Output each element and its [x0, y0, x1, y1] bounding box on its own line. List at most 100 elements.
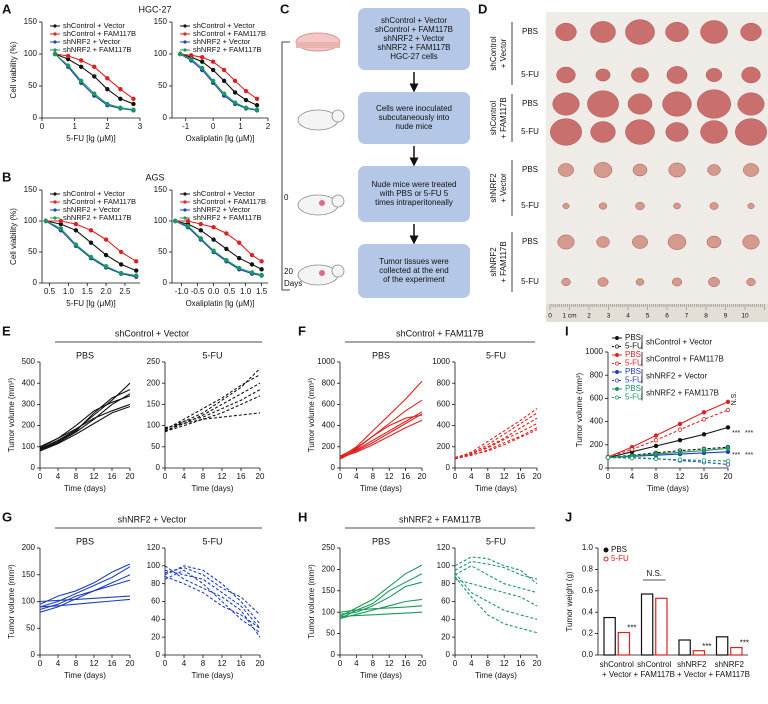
- y-tick-label: 80: [441, 579, 450, 588]
- legend-marker: [615, 378, 619, 383]
- x-tick-label: 0: [38, 659, 43, 668]
- ruler-label: 9: [724, 313, 728, 320]
- panel-label: J: [565, 509, 572, 524]
- y-tick-label: 100: [154, 216, 168, 225]
- legend-group: shNRF2 + FAM117B: [646, 388, 719, 397]
- data-point: [221, 67, 227, 73]
- legend-marker: [183, 40, 187, 44]
- data-point: [701, 417, 707, 422]
- legend-label: shNRF2 + Vector: [193, 37, 251, 46]
- y-tick-label: 0: [31, 650, 36, 659]
- tumor: [706, 235, 722, 249]
- x-tick-label: 8: [486, 472, 491, 481]
- x-axis-title: Time (days): [360, 671, 402, 680]
- y-tick-label: 300: [22, 400, 36, 409]
- x-tick-label: 20: [126, 472, 135, 481]
- series-line: [339, 419, 423, 458]
- data-point: [103, 237, 109, 242]
- x-tick-label: 2.0: [101, 287, 113, 296]
- data-point: [188, 56, 194, 62]
- tumor: [590, 121, 616, 143]
- x-tick-label: 3: [138, 122, 143, 131]
- tumor: [561, 278, 571, 286]
- y-tick-label: 1000: [585, 347, 603, 356]
- series-line: [39, 566, 131, 608]
- y-axis-title: Tumor volume (mm³): [7, 377, 16, 452]
- series-line: [39, 579, 131, 613]
- y-tick-label: 60: [151, 597, 160, 606]
- y-tick-label: 50: [158, 247, 167, 256]
- data-point: [78, 58, 84, 63]
- panel-label: I: [565, 323, 569, 338]
- data-point: [73, 221, 79, 227]
- x-tick-label: 8: [201, 472, 206, 481]
- data-point: [92, 64, 97, 69]
- y-tick-label: 0: [31, 463, 36, 472]
- x-axis-title: Time (days): [192, 484, 234, 493]
- x-tick-label: 12: [500, 472, 509, 481]
- legend-label: shNRF2 + FAM117B: [63, 45, 131, 54]
- bar: [617, 631, 631, 656]
- legend-label: PBS: [625, 333, 641, 342]
- y-tick-label: 1.0: [582, 543, 594, 552]
- x-axis-title: Oxaliplatin [lg (μM)]: [185, 134, 254, 143]
- tumor: [587, 90, 619, 118]
- series-line: [454, 417, 538, 460]
- subtitle: 5-FU: [486, 350, 506, 360]
- y-tick-label: 0: [331, 650, 336, 659]
- x-tick-label: 0: [453, 659, 458, 668]
- tumor: [707, 164, 721, 176]
- group-label: shControl: [489, 101, 498, 135]
- legend-marker: [183, 208, 187, 212]
- tumor: [743, 163, 759, 177]
- series-line: [454, 408, 538, 460]
- ruler-label: 7: [685, 313, 689, 320]
- treatment-label: 5-FU: [521, 127, 539, 136]
- data-point: [198, 228, 203, 233]
- x-tick-label: -1.0: [175, 287, 189, 296]
- y-tick-label: 400: [22, 378, 36, 387]
- x-tick-label: 12: [385, 472, 394, 481]
- data-point: [677, 427, 683, 432]
- group-label: shNRF2: [489, 173, 498, 203]
- x-axis-title: Time (days): [360, 484, 402, 493]
- data-point: [653, 451, 659, 457]
- data-point: [243, 105, 249, 110]
- annotation: ***: [745, 452, 753, 459]
- annotation: ***: [702, 642, 711, 651]
- data-point: [725, 449, 731, 454]
- series-line: [39, 598, 131, 608]
- mouse-head: [331, 194, 345, 208]
- series-line: [454, 429, 538, 459]
- data-point: [131, 107, 136, 112]
- y-tick-label: 50: [326, 629, 335, 638]
- treatment-label: 5-FU: [521, 201, 539, 210]
- data-point: [188, 53, 194, 58]
- step-text: HGC-27 cells: [390, 52, 438, 61]
- tumor: [700, 20, 728, 44]
- tumor: [747, 203, 755, 209]
- x-axis-title: Time (days): [64, 484, 106, 493]
- x-tick-label: 16: [516, 659, 525, 668]
- x-tick-label: + Vector: [602, 670, 632, 679]
- series-line: [39, 389, 131, 450]
- x-tick-label: 12: [218, 659, 227, 668]
- data-point: [254, 96, 260, 101]
- x-tick-label: 12: [676, 472, 685, 481]
- bar: [655, 597, 668, 656]
- bar: [640, 593, 654, 656]
- y-tick-label: 100: [154, 49, 168, 58]
- y-tick-label: 150: [154, 185, 168, 194]
- series-line: [339, 573, 423, 620]
- y-tick-label: 800: [437, 378, 451, 387]
- group-label: + Vector: [499, 173, 508, 203]
- timeline: [281, 41, 290, 291]
- data-point: [224, 246, 229, 252]
- step-text: shNRF2 + Vector: [383, 34, 444, 43]
- y-tick-label: 0: [33, 113, 38, 122]
- x-tick-label: 4: [354, 659, 359, 668]
- x-tick-label: 20: [256, 659, 265, 668]
- y-tick-label: 100: [24, 216, 38, 225]
- y-tick-label: 100: [147, 421, 161, 430]
- tumor: [746, 278, 756, 286]
